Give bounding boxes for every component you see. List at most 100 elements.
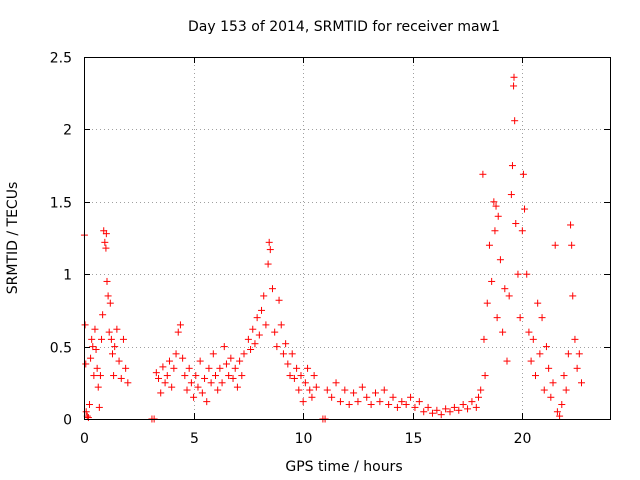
data-point	[214, 386, 222, 394]
data-point	[113, 325, 121, 333]
data-point	[266, 246, 274, 254]
data-point	[101, 238, 109, 246]
data-point	[268, 285, 276, 293]
y-tick-label: 2.5	[50, 51, 72, 67]
data-point	[262, 321, 270, 329]
data-point	[297, 372, 305, 380]
data-point	[492, 202, 500, 210]
data-point	[510, 82, 518, 90]
data-point	[312, 383, 320, 391]
data-point	[477, 386, 485, 394]
data-point	[99, 311, 107, 319]
data-point	[264, 260, 272, 268]
data-point	[203, 398, 211, 406]
data-point	[227, 354, 235, 362]
data-point	[503, 357, 511, 365]
data-point	[411, 403, 419, 411]
data-point	[96, 372, 104, 380]
data-point	[225, 372, 233, 380]
data-point	[168, 383, 176, 391]
data-point	[512, 220, 520, 228]
data-point	[389, 393, 397, 401]
data-point	[508, 162, 516, 170]
data-point	[393, 403, 401, 411]
data-point	[98, 335, 106, 343]
data-point	[481, 372, 489, 380]
data-point	[472, 403, 480, 411]
data-point	[301, 379, 309, 387]
data-point	[275, 296, 283, 304]
data-point	[310, 372, 318, 380]
data-point	[265, 238, 273, 246]
y-axis-label: SRMTID / TECUs	[5, 182, 21, 295]
data-point	[152, 369, 160, 377]
x-tick-label: 20	[514, 431, 532, 447]
data-point	[165, 357, 173, 365]
data-point	[304, 364, 312, 372]
data-point	[102, 230, 110, 238]
data-point	[336, 398, 344, 406]
data-point	[157, 389, 165, 397]
data-point	[560, 372, 568, 380]
axis-ticks: 0 5 10 15 20 0 0.5 1 1.5 2 2.5	[50, 51, 610, 447]
data-point	[277, 321, 285, 329]
data-point	[190, 393, 198, 401]
data-point	[273, 343, 281, 351]
data-point	[90, 372, 98, 380]
data-point	[531, 372, 539, 380]
data-point	[279, 350, 287, 358]
data-point	[442, 405, 450, 413]
data-point	[119, 335, 127, 343]
data-point	[437, 411, 445, 419]
data-point	[464, 405, 472, 413]
data-point	[545, 364, 553, 372]
data-point	[567, 221, 575, 229]
data-point	[92, 345, 100, 353]
gridlines	[84, 57, 610, 419]
data-point	[218, 379, 226, 387]
data-point	[244, 335, 252, 343]
data-point	[91, 325, 99, 333]
data-point	[255, 331, 263, 339]
data-point	[573, 364, 581, 372]
data-point	[501, 285, 509, 293]
data-point	[358, 383, 366, 391]
data-point	[367, 401, 375, 409]
data-point	[222, 360, 230, 368]
data-point	[493, 314, 501, 322]
data-point	[103, 277, 111, 285]
data-point	[155, 374, 163, 382]
data-point	[428, 409, 436, 417]
data-point	[161, 379, 169, 387]
data-point	[220, 343, 228, 351]
data-point	[542, 343, 550, 351]
data-point	[104, 292, 112, 300]
data-point	[479, 170, 487, 178]
data-point	[345, 401, 353, 409]
data-point	[433, 406, 441, 414]
data-point	[295, 386, 303, 394]
y-tick-label: 0	[63, 413, 72, 429]
data-point	[271, 328, 279, 336]
data-point	[534, 299, 542, 307]
data-point	[288, 350, 296, 358]
data-point	[540, 386, 548, 394]
data-point	[385, 401, 393, 409]
data-point	[174, 328, 182, 336]
data-point	[455, 406, 463, 414]
y-tick-label: 0.5	[50, 341, 72, 357]
y-tick-label: 2	[63, 123, 72, 139]
chart-title: Day 153 of 2014, SRMTID for receiver maw…	[188, 19, 500, 35]
data-point	[514, 270, 522, 278]
data-point	[371, 389, 379, 397]
data-point	[108, 350, 116, 358]
data-point	[420, 408, 428, 416]
data-point	[485, 241, 493, 249]
y-tick-label: 1	[63, 268, 72, 284]
data-point	[494, 212, 502, 220]
data-point	[93, 364, 101, 372]
data-point	[480, 335, 488, 343]
data-point	[87, 354, 95, 362]
data-point	[290, 374, 298, 382]
data-point	[553, 408, 561, 416]
